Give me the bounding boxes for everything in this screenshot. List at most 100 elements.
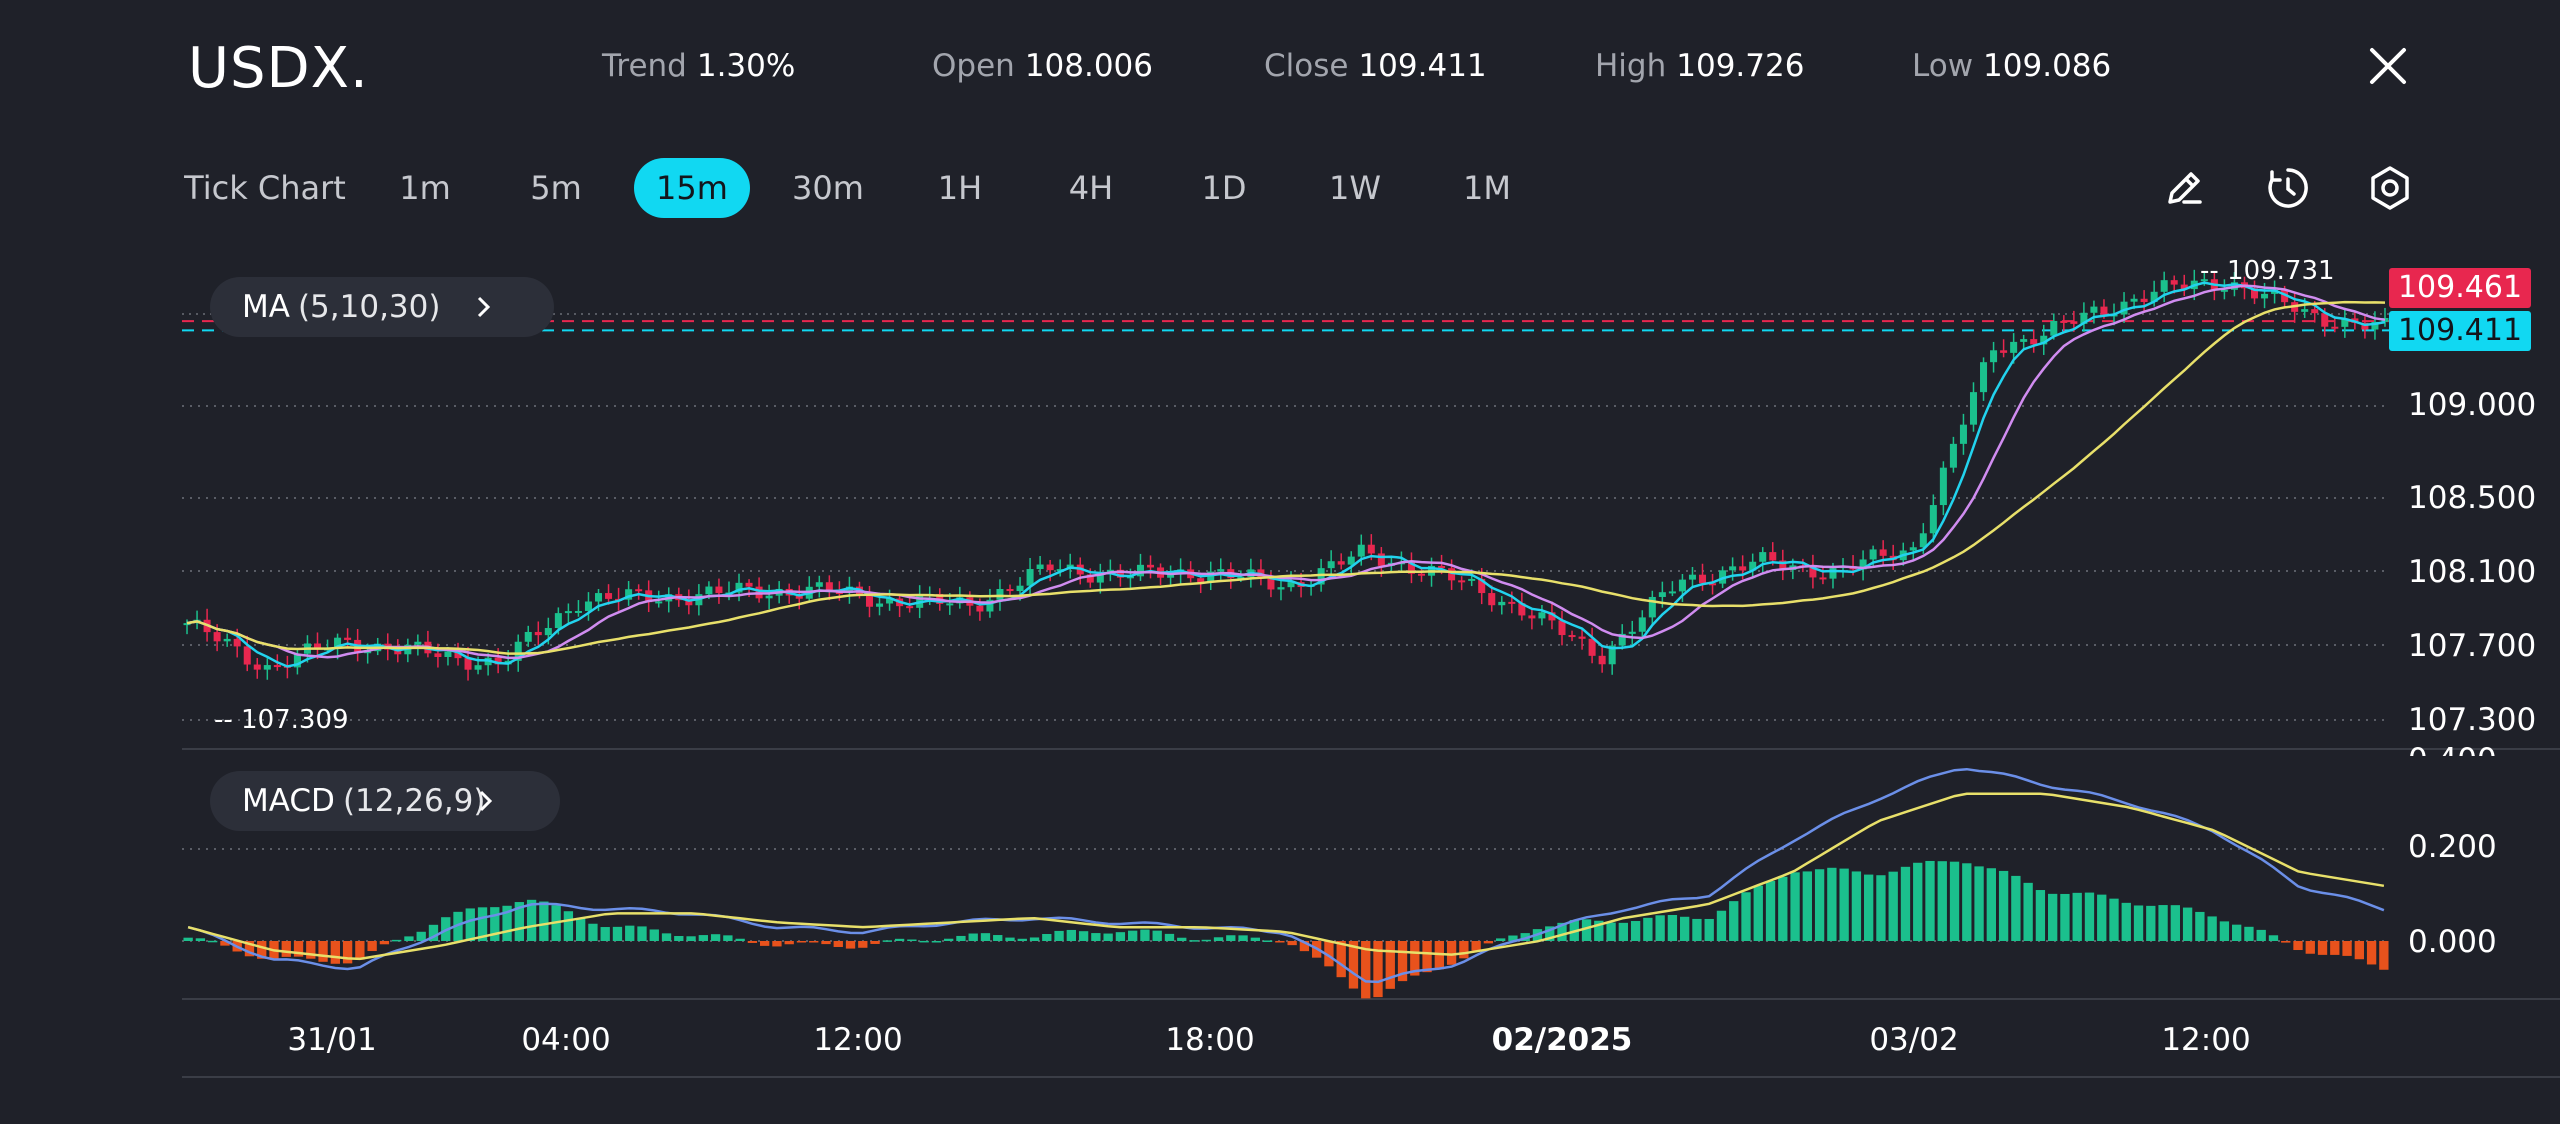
- macd-histogram-bar: [2109, 898, 2119, 941]
- macd-histogram-bar: [919, 940, 929, 943]
- candle-body: [635, 589, 643, 592]
- tab-1m[interactable]: 1m: [399, 169, 451, 207]
- candle-body: [1869, 549, 1877, 560]
- macd-histogram-bar: [1361, 941, 1371, 999]
- candle-body: [735, 582, 743, 593]
- candle-body: [876, 603, 884, 607]
- macd-histogram-bar: [1029, 937, 1040, 941]
- macd-histogram-bar: [1508, 935, 1518, 941]
- macd-histogram-bar: [2219, 921, 2230, 941]
- macd-histogram-bar: [379, 941, 390, 945]
- candle-body: [1739, 566, 1747, 571]
- candle-body: [1628, 631, 1636, 634]
- tab-1d[interactable]: 1D: [1201, 169, 1247, 207]
- candle-body: [956, 597, 964, 604]
- candle-body: [2371, 321, 2379, 330]
- candle-body: [2040, 335, 2048, 345]
- macd-histogram-bar: [1336, 941, 1346, 978]
- macd-histogram-bar: [2084, 892, 2095, 941]
- tab-4h[interactable]: 4H: [1068, 169, 1114, 207]
- macd-histogram-bar: [784, 941, 794, 945]
- macd-histogram-bar: [2133, 905, 2144, 941]
- macd-histogram-bar: [1974, 866, 1984, 941]
- candle-body: [344, 637, 352, 640]
- candle-body: [1929, 505, 1937, 534]
- candle-body: [1136, 564, 1144, 577]
- candle-body: [1377, 553, 1385, 566]
- macd-histogram-bar: [2366, 941, 2377, 965]
- candle-body: [1909, 547, 1917, 551]
- ma-indicator-pill[interactable]: MA (5,10,30): [210, 277, 554, 337]
- candle-body: [1167, 574, 1175, 578]
- pencil-icon[interactable]: [2156, 160, 2212, 216]
- macd-histogram-bar: [2354, 941, 2364, 960]
- macd-histogram-bar: [2207, 916, 2217, 941]
- y-tick-label: 0.000: [2408, 924, 2497, 960]
- macd-histogram-bar: [821, 941, 831, 945]
- candle-body: [1969, 392, 1978, 425]
- candle-body: [1357, 544, 1365, 557]
- candle-body: [1086, 574, 1094, 583]
- macd-histogram-bar: [1520, 933, 1530, 941]
- clock-icon[interactable]: [2260, 160, 2316, 216]
- tab-1h[interactable]: 1H: [937, 169, 983, 207]
- macd-histogram-bar: [2048, 893, 2058, 941]
- macd-histogram-bar: [1373, 941, 1383, 998]
- min-price-marker: -- 107.309: [214, 705, 349, 735]
- candle-body: [1919, 533, 1927, 548]
- candle-body: [1859, 559, 1867, 570]
- candle-body: [1829, 568, 1837, 579]
- macd-histogram-bar: [526, 899, 537, 941]
- close-icon[interactable]: [2364, 42, 2412, 90]
- candle-body: [594, 593, 603, 602]
- macd-histogram-bar: [1164, 933, 1175, 941]
- candle-body: [1146, 564, 1155, 568]
- candle-body: [1006, 588, 1014, 592]
- macd-histogram-bar: [1324, 941, 1334, 967]
- trend-stat: Trend 1.30%: [602, 48, 795, 84]
- macd-indicator-pill[interactable]: MACD (12,26,9): [210, 771, 560, 831]
- macd-line: [187, 767, 2385, 984]
- candle-body: [906, 606, 914, 609]
- macd-histogram-bar: [968, 933, 978, 941]
- macd-histogram-bar: [588, 923, 598, 941]
- macd-histogram-bar: [1189, 940, 1199, 942]
- candle-body: [1980, 362, 1988, 393]
- macd-histogram-bar: [2121, 902, 2131, 941]
- candle-body: [1658, 592, 1666, 597]
- candle-body: [2060, 320, 2068, 323]
- candle-body: [2020, 339, 2028, 342]
- macd-histogram-bar: [477, 907, 488, 941]
- candle-body: [1337, 561, 1345, 565]
- macd-histogram-bar: [1275, 941, 1285, 943]
- candle-body: [2301, 309, 2309, 312]
- candle-body: [464, 658, 472, 670]
- candle-body: [1819, 577, 1827, 580]
- candle-body: [1749, 561, 1757, 571]
- ma-indicator-params: (5,10,30): [297, 289, 441, 325]
- candle-body: [705, 586, 713, 595]
- y-tick-label: 109.000: [2408, 387, 2537, 423]
- tab-30m[interactable]: 30m: [792, 169, 864, 207]
- tab-5m[interactable]: 5m: [530, 169, 582, 207]
- macd-histogram-bar: [1949, 861, 1960, 941]
- macd-histogram-bar: [1986, 868, 1996, 941]
- macd-histogram-bar: [907, 939, 917, 942]
- chevron-right-icon: [477, 296, 491, 318]
- macd-histogram-bar: [563, 911, 574, 941]
- tab-15m[interactable]: 15m: [634, 158, 750, 218]
- tab-1mo[interactable]: 1M: [1463, 169, 1511, 207]
- macd-histogram-bar: [1422, 941, 1432, 973]
- macd-histogram-bar: [1778, 876, 1788, 941]
- open-label: Open: [932, 48, 1015, 84]
- macd-histogram-bar: [809, 941, 819, 943]
- macd-histogram-bar: [1962, 863, 1972, 941]
- tab-1w[interactable]: 1W: [1329, 169, 1381, 207]
- tab-tick-chart[interactable]: Tick Chart: [184, 169, 346, 207]
- settings-icon[interactable]: [2362, 160, 2418, 216]
- macd-histogram-bar: [698, 935, 708, 941]
- macd-histogram-bar: [1753, 885, 1763, 941]
- candle-body: [243, 646, 251, 665]
- open-stat: Open 108.006: [932, 48, 1153, 84]
